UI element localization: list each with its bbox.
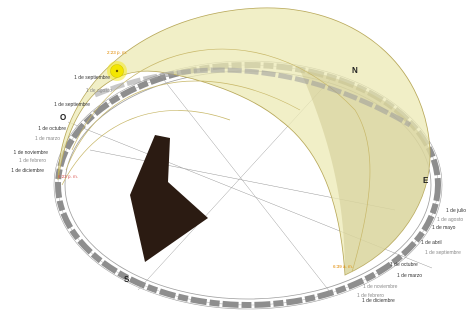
right-label-1: 1 de julio bbox=[446, 208, 466, 214]
sun-center bbox=[115, 69, 119, 73]
cardinal-south: S bbox=[124, 275, 130, 284]
sun-marker bbox=[107, 61, 127, 81]
left-date-labels: 1 de septiembre 1 de agosto 1 de septiem… bbox=[11, 75, 112, 174]
left-label-3: 1 de septiembre bbox=[54, 102, 90, 108]
left-label-2: 1 de agosto bbox=[86, 88, 112, 94]
diagonal-axis-b bbox=[159, 74, 331, 293]
east-time-label: 6:39 a. m. bbox=[333, 264, 353, 269]
cardinal-east: E bbox=[423, 176, 429, 185]
left-label-5: 1 de marzo bbox=[35, 136, 60, 142]
dome-back-shade bbox=[300, 70, 431, 275]
sun-path-summer bbox=[71, 48, 371, 273]
sun-paths bbox=[61, 48, 371, 273]
cardinal-west: O bbox=[60, 113, 66, 122]
right-label-7: 1 de marzo bbox=[397, 273, 422, 279]
west-time-label: 6:23 p. m. bbox=[58, 174, 78, 179]
right-label-9: 1 de febrero bbox=[357, 293, 384, 299]
right-label-10: 1 de diciembre bbox=[362, 298, 395, 304]
left-label-7: 1 de febrero bbox=[19, 158, 46, 164]
left-label-6: 1 de noviembre bbox=[14, 150, 49, 156]
sky-dome bbox=[57, 7, 431, 276]
right-label-6: 1 de octubre bbox=[390, 262, 418, 268]
sun-path-equinox bbox=[65, 80, 301, 171]
right-label-5: 1 de septiembre bbox=[425, 250, 461, 256]
building-shadow bbox=[130, 135, 208, 262]
sun-time-label: 2:23 p. m. bbox=[107, 50, 127, 55]
sun-path-winter bbox=[61, 110, 231, 186]
right-label-3: 1 de mayo bbox=[432, 225, 456, 231]
horizon-band bbox=[94, 67, 412, 128]
cardinal-north: N bbox=[352, 66, 358, 75]
right-label-8: 1 de noviembre bbox=[363, 284, 398, 290]
right-date-labels: 1 de julio 1 de agosto 1 de mayo 1 de ab… bbox=[357, 208, 466, 304]
left-label-8: 1 de diciembre bbox=[11, 168, 44, 174]
left-label-1: 1 de septiembre bbox=[74, 75, 110, 81]
right-label-2: 1 de agosto bbox=[437, 217, 463, 223]
right-label-4: 1 de abril bbox=[421, 240, 442, 246]
left-label-4: 1 de octubre bbox=[38, 126, 66, 132]
